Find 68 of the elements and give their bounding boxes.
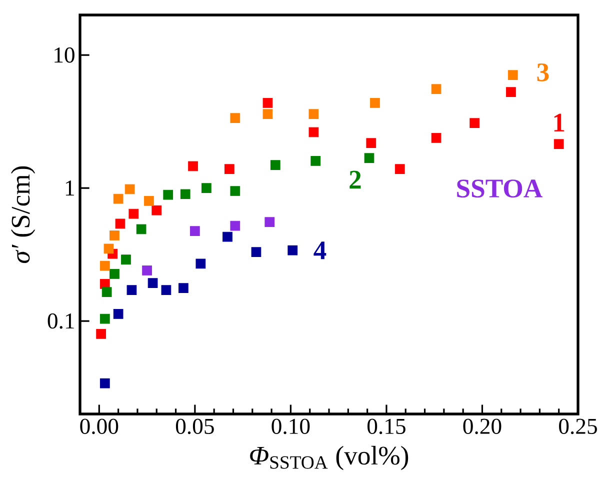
point <box>230 220 240 231</box>
point <box>308 127 319 138</box>
x-tick-label: 0.10 <box>272 418 310 434</box>
point <box>180 189 190 200</box>
point <box>370 98 380 108</box>
point <box>104 244 114 254</box>
point <box>113 194 124 204</box>
point <box>288 245 298 256</box>
point <box>308 109 319 119</box>
point <box>431 133 442 143</box>
point <box>124 184 135 194</box>
point <box>470 118 480 128</box>
y-axis-title: σ′ (S/cm) <box>10 166 36 263</box>
point <box>113 309 124 319</box>
point <box>96 328 106 339</box>
y-tick-label: 10 <box>54 47 74 63</box>
point <box>100 314 110 324</box>
point <box>201 183 212 193</box>
point <box>178 283 188 293</box>
point <box>264 217 275 227</box>
point <box>161 285 172 295</box>
point <box>366 138 376 148</box>
point <box>196 258 206 269</box>
point <box>136 224 146 234</box>
point <box>190 226 200 236</box>
point <box>110 230 120 240</box>
point <box>554 139 564 150</box>
point <box>230 186 240 196</box>
point <box>152 205 162 216</box>
point <box>102 287 112 298</box>
point <box>148 278 158 288</box>
x-tick-label: 0.00 <box>80 418 118 434</box>
y-tick-label: 0.1 <box>48 313 74 329</box>
point <box>431 84 442 94</box>
point <box>100 378 110 388</box>
point <box>142 266 152 276</box>
point <box>188 161 198 172</box>
point <box>115 218 126 229</box>
point <box>163 190 174 200</box>
x-tick-label: 0.05 <box>176 418 214 434</box>
point <box>144 196 154 206</box>
x-tick-label: 0.25 <box>559 418 597 434</box>
point <box>251 247 262 258</box>
point <box>230 113 240 123</box>
point <box>128 208 139 219</box>
point <box>270 160 280 170</box>
point <box>121 254 131 264</box>
point <box>100 260 110 271</box>
point <box>364 153 374 164</box>
point <box>126 285 137 295</box>
point <box>394 164 405 174</box>
point <box>222 232 232 242</box>
x-axis-title: Φ$_{SSTOA}$ (vol%) <box>250 446 408 470</box>
point <box>508 70 518 80</box>
series-label: 4 <box>314 242 326 260</box>
point <box>506 87 516 97</box>
y-tick-label: 1 <box>66 180 74 196</box>
series-label: 2 <box>350 170 361 188</box>
point <box>262 98 273 108</box>
x-tick-label: 0.15 <box>367 418 406 434</box>
series-label: 3 <box>537 63 549 82</box>
point <box>224 164 234 174</box>
text: SSTOA <box>457 180 542 198</box>
point <box>110 269 120 279</box>
point <box>262 109 273 119</box>
series-label: 1 <box>554 114 564 132</box>
point <box>310 156 321 166</box>
x-tick-label: 0.20 <box>463 418 502 434</box>
